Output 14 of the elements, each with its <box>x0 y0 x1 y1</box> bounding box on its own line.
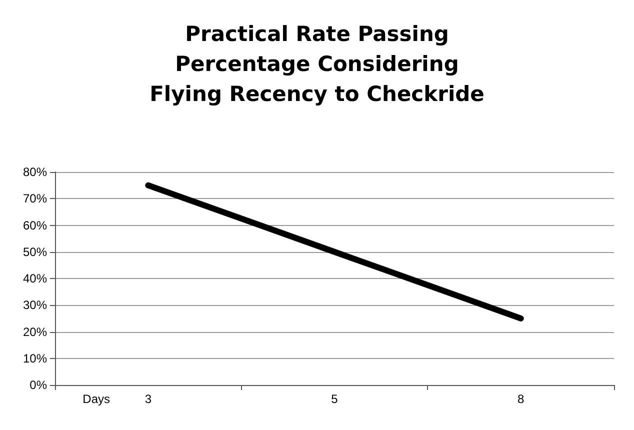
y-tick-label: 0% <box>30 378 48 392</box>
y-tick-label: 30% <box>22 298 48 312</box>
y-tick-label: 60% <box>22 218 48 232</box>
y-tick-label: 40% <box>22 272 48 286</box>
y-tick-label: 50% <box>22 244 48 259</box>
x-tick-label: 5 <box>331 392 338 406</box>
y-tick-label: 20% <box>22 324 48 339</box>
x-axis-title: Days <box>82 392 110 406</box>
x-tick-label: 8 <box>517 392 524 406</box>
y-tick-label: 80% <box>22 165 48 179</box>
x-tick-label: 3 <box>144 392 152 406</box>
chart-title: Practical Rate Passing Percentage Considering Flying Recency to Checkride <box>150 22 484 106</box>
y-tick-label: 70% <box>22 192 48 206</box>
y-tick-label: 10% <box>22 351 48 366</box>
